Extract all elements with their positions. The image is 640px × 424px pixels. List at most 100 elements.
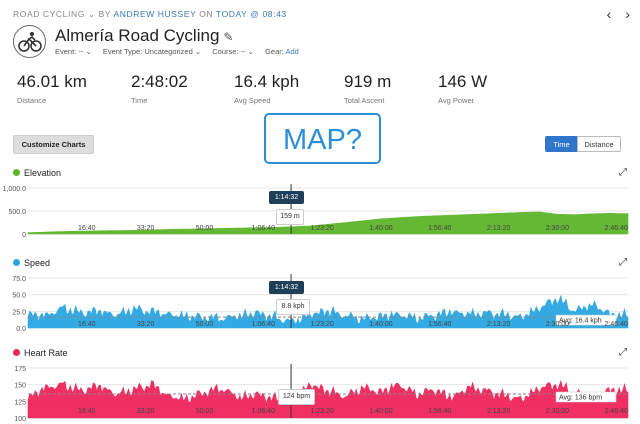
- x-tick-label: 16:40: [78, 321, 96, 328]
- x-tick-label: 1:56:40: [428, 321, 451, 328]
- x-tick-label: 50:00: [196, 321, 214, 328]
- stat-value: 146 W: [438, 72, 488, 91]
- x-tick-label: 2:46:40: [605, 225, 628, 232]
- x-tick-label: 1:56:40: [428, 408, 451, 415]
- elevation-chart[interactable]: 1,000.0 500.0 0 16:40 33:20 50:00 1:06:40 1:23:…: [0, 182, 640, 250]
- x-tick-label: 2:46:40: [605, 408, 628, 415]
- average-label-box: [555, 314, 617, 326]
- speed-chart-title: Speed: [13, 258, 50, 268]
- elevation-title-text: Elevation: [24, 168, 62, 178]
- expand-icon[interactable]: ⤢: [619, 347, 627, 358]
- event-dropdown[interactable]: Event: -- ⌄: [55, 47, 92, 56]
- breadcrumb: ROAD CYCLING ⌄ BY ANDREW HUSSEY ON TODAY…: [13, 9, 287, 20]
- activity-navigation: ‹ ›: [593, 6, 630, 22]
- stat-value: 46.01 km: [17, 72, 87, 91]
- x-tick-label: 2:13:20: [487, 321, 510, 328]
- activity-type-label: ROAD CYCLING: [13, 9, 85, 19]
- data-series-area: [27, 211, 629, 235]
- pencil-icon[interactable]: ✎: [223, 30, 234, 44]
- stat-avg-speed: 16.4 kph Avg Speed: [234, 72, 299, 105]
- activity-title-text: Almería Road Cycling: [55, 26, 220, 45]
- activity-type-icon: [13, 25, 46, 58]
- x-tick-label: 16:40: [78, 225, 96, 232]
- course-dropdown[interactable]: Course: -- ⌄: [212, 47, 254, 56]
- heart-rate-chart-title: Heart Rate: [13, 348, 68, 358]
- event-label: Event: --: [55, 47, 84, 56]
- customize-charts-button[interactable]: Customize Charts: [13, 135, 94, 154]
- x-tick-label: 2:13:20: [487, 225, 510, 232]
- y-tick-label: 175: [14, 366, 26, 373]
- stat-label: Avg Speed: [234, 96, 271, 105]
- speed-legend-dot: [13, 259, 20, 266]
- elevation-legend-dot: [13, 169, 20, 176]
- stat-label: Total Ascent: [344, 96, 385, 105]
- cursor-time-flag: 1:14:32: [269, 191, 304, 204]
- chevron-down-icon: ⌄: [85, 47, 92, 56]
- x-tick-label: 16:40: [78, 408, 96, 415]
- y-tick-label: 0: [22, 232, 26, 239]
- x-tick-label: 50:00: [196, 225, 214, 232]
- x-tick-label: 33:20: [137, 225, 155, 232]
- average-label: Avg: 16.4 kph: [559, 318, 602, 325]
- y-tick-label: 125: [14, 399, 26, 406]
- previous-activity-icon[interactable]: ‹: [606, 6, 612, 22]
- chevron-down-icon: ⌄: [247, 47, 254, 56]
- stat-value: 919 m: [344, 72, 392, 91]
- author-link[interactable]: ANDREW HUSSEY: [113, 9, 197, 19]
- y-tick-label: 150: [14, 383, 26, 390]
- y-tick-label: 500.0: [8, 209, 26, 216]
- x-tick-label: 1:23:20: [310, 225, 333, 232]
- x-tick-label: 2:30:00: [546, 225, 569, 232]
- gear-label: Gear:: [265, 47, 284, 56]
- x-tick-label: 1:40:00: [369, 225, 392, 232]
- activity-type-dropdown[interactable]: ROAD CYCLING ⌄: [13, 9, 96, 19]
- x-tick-label: 50:00: [196, 408, 214, 415]
- cursor-time-flag: 1:14:32: [269, 281, 304, 294]
- average-label-box: [555, 391, 617, 403]
- event-type-dropdown[interactable]: Event Type: Uncategorized ⌄: [103, 47, 201, 56]
- distance-toggle-button[interactable]: Distance: [577, 136, 621, 152]
- x-tick-label: 2:13:20: [487, 408, 510, 415]
- stat-distance: 46.01 km Distance: [17, 72, 87, 105]
- y-tick-label: 50.0: [12, 293, 26, 300]
- x-tick-label: 1:40:00: [369, 408, 392, 415]
- elevation-chart-title: Elevation: [13, 168, 61, 178]
- x-tick-label: 1:56:40: [428, 225, 451, 232]
- chevron-down-icon: ⌄: [194, 47, 202, 56]
- speed-title-text: Speed: [24, 258, 51, 268]
- heart-rate-chart[interactable]: 175 150 125 100 Avg: 136 bpm 16:40 33:20 50:00 1…: [0, 362, 640, 423]
- chevron-down-icon: ⌄: [87, 9, 96, 19]
- x-tick-label: 2:30:00: [546, 408, 569, 415]
- x-tick-label: 1:23:20: [310, 321, 333, 328]
- x-tick-label: 1:06:40: [252, 225, 275, 232]
- y-tick-label: 75.0: [12, 276, 26, 283]
- next-activity-icon[interactable]: ›: [625, 6, 630, 22]
- activity-meta: Event: -- ⌄ Event Type: Uncategorized ⌄ …: [55, 47, 299, 56]
- stat-value: 2:48:02: [131, 72, 188, 91]
- event-type-label: Event Type: Uncategorized: [102, 47, 193, 56]
- x-tick-label: 33:20: [137, 408, 155, 415]
- heart-rate-cursor-value: 124 bpm: [278, 389, 315, 405]
- y-tick-label: 25.0: [12, 309, 26, 316]
- stat-total-ascent: 919 m Total Ascent: [344, 72, 391, 105]
- map-placeholder: MAP?: [264, 113, 381, 164]
- average-label: Avg: 136 bpm: [559, 395, 602, 402]
- heart-rate-legend-dot: [13, 349, 20, 356]
- stat-label: Distance: [17, 96, 47, 105]
- time-toggle-button[interactable]: Time: [545, 136, 578, 152]
- x-tick-label: 1:40:00: [369, 321, 392, 328]
- gear-add-link[interactable]: Add: [285, 47, 299, 56]
- heart-rate-title-text: Heart Rate: [24, 348, 68, 358]
- stat-avg-power: 146 W Avg Power: [438, 72, 487, 105]
- speed-cursor-value: 8.8 kph: [276, 299, 310, 315]
- stat-time: 2:48:02 Time: [131, 72, 188, 105]
- course-label: Course: --: [212, 47, 246, 56]
- expand-icon[interactable]: ⤢: [619, 167, 627, 178]
- elevation-cursor-value: 159 m: [276, 209, 304, 225]
- by-text: BY: [98, 9, 111, 19]
- y-tick-label: 100: [14, 416, 26, 423]
- speed-chart[interactable]: 75.0 50.0 25.0 0.0 Avg: 16.4 kph 16:40 33:20 50…: [0, 272, 640, 342]
- expand-icon[interactable]: ⤢: [619, 257, 627, 268]
- stat-label: Time: [131, 96, 148, 105]
- data-series-area: [27, 294, 629, 329]
